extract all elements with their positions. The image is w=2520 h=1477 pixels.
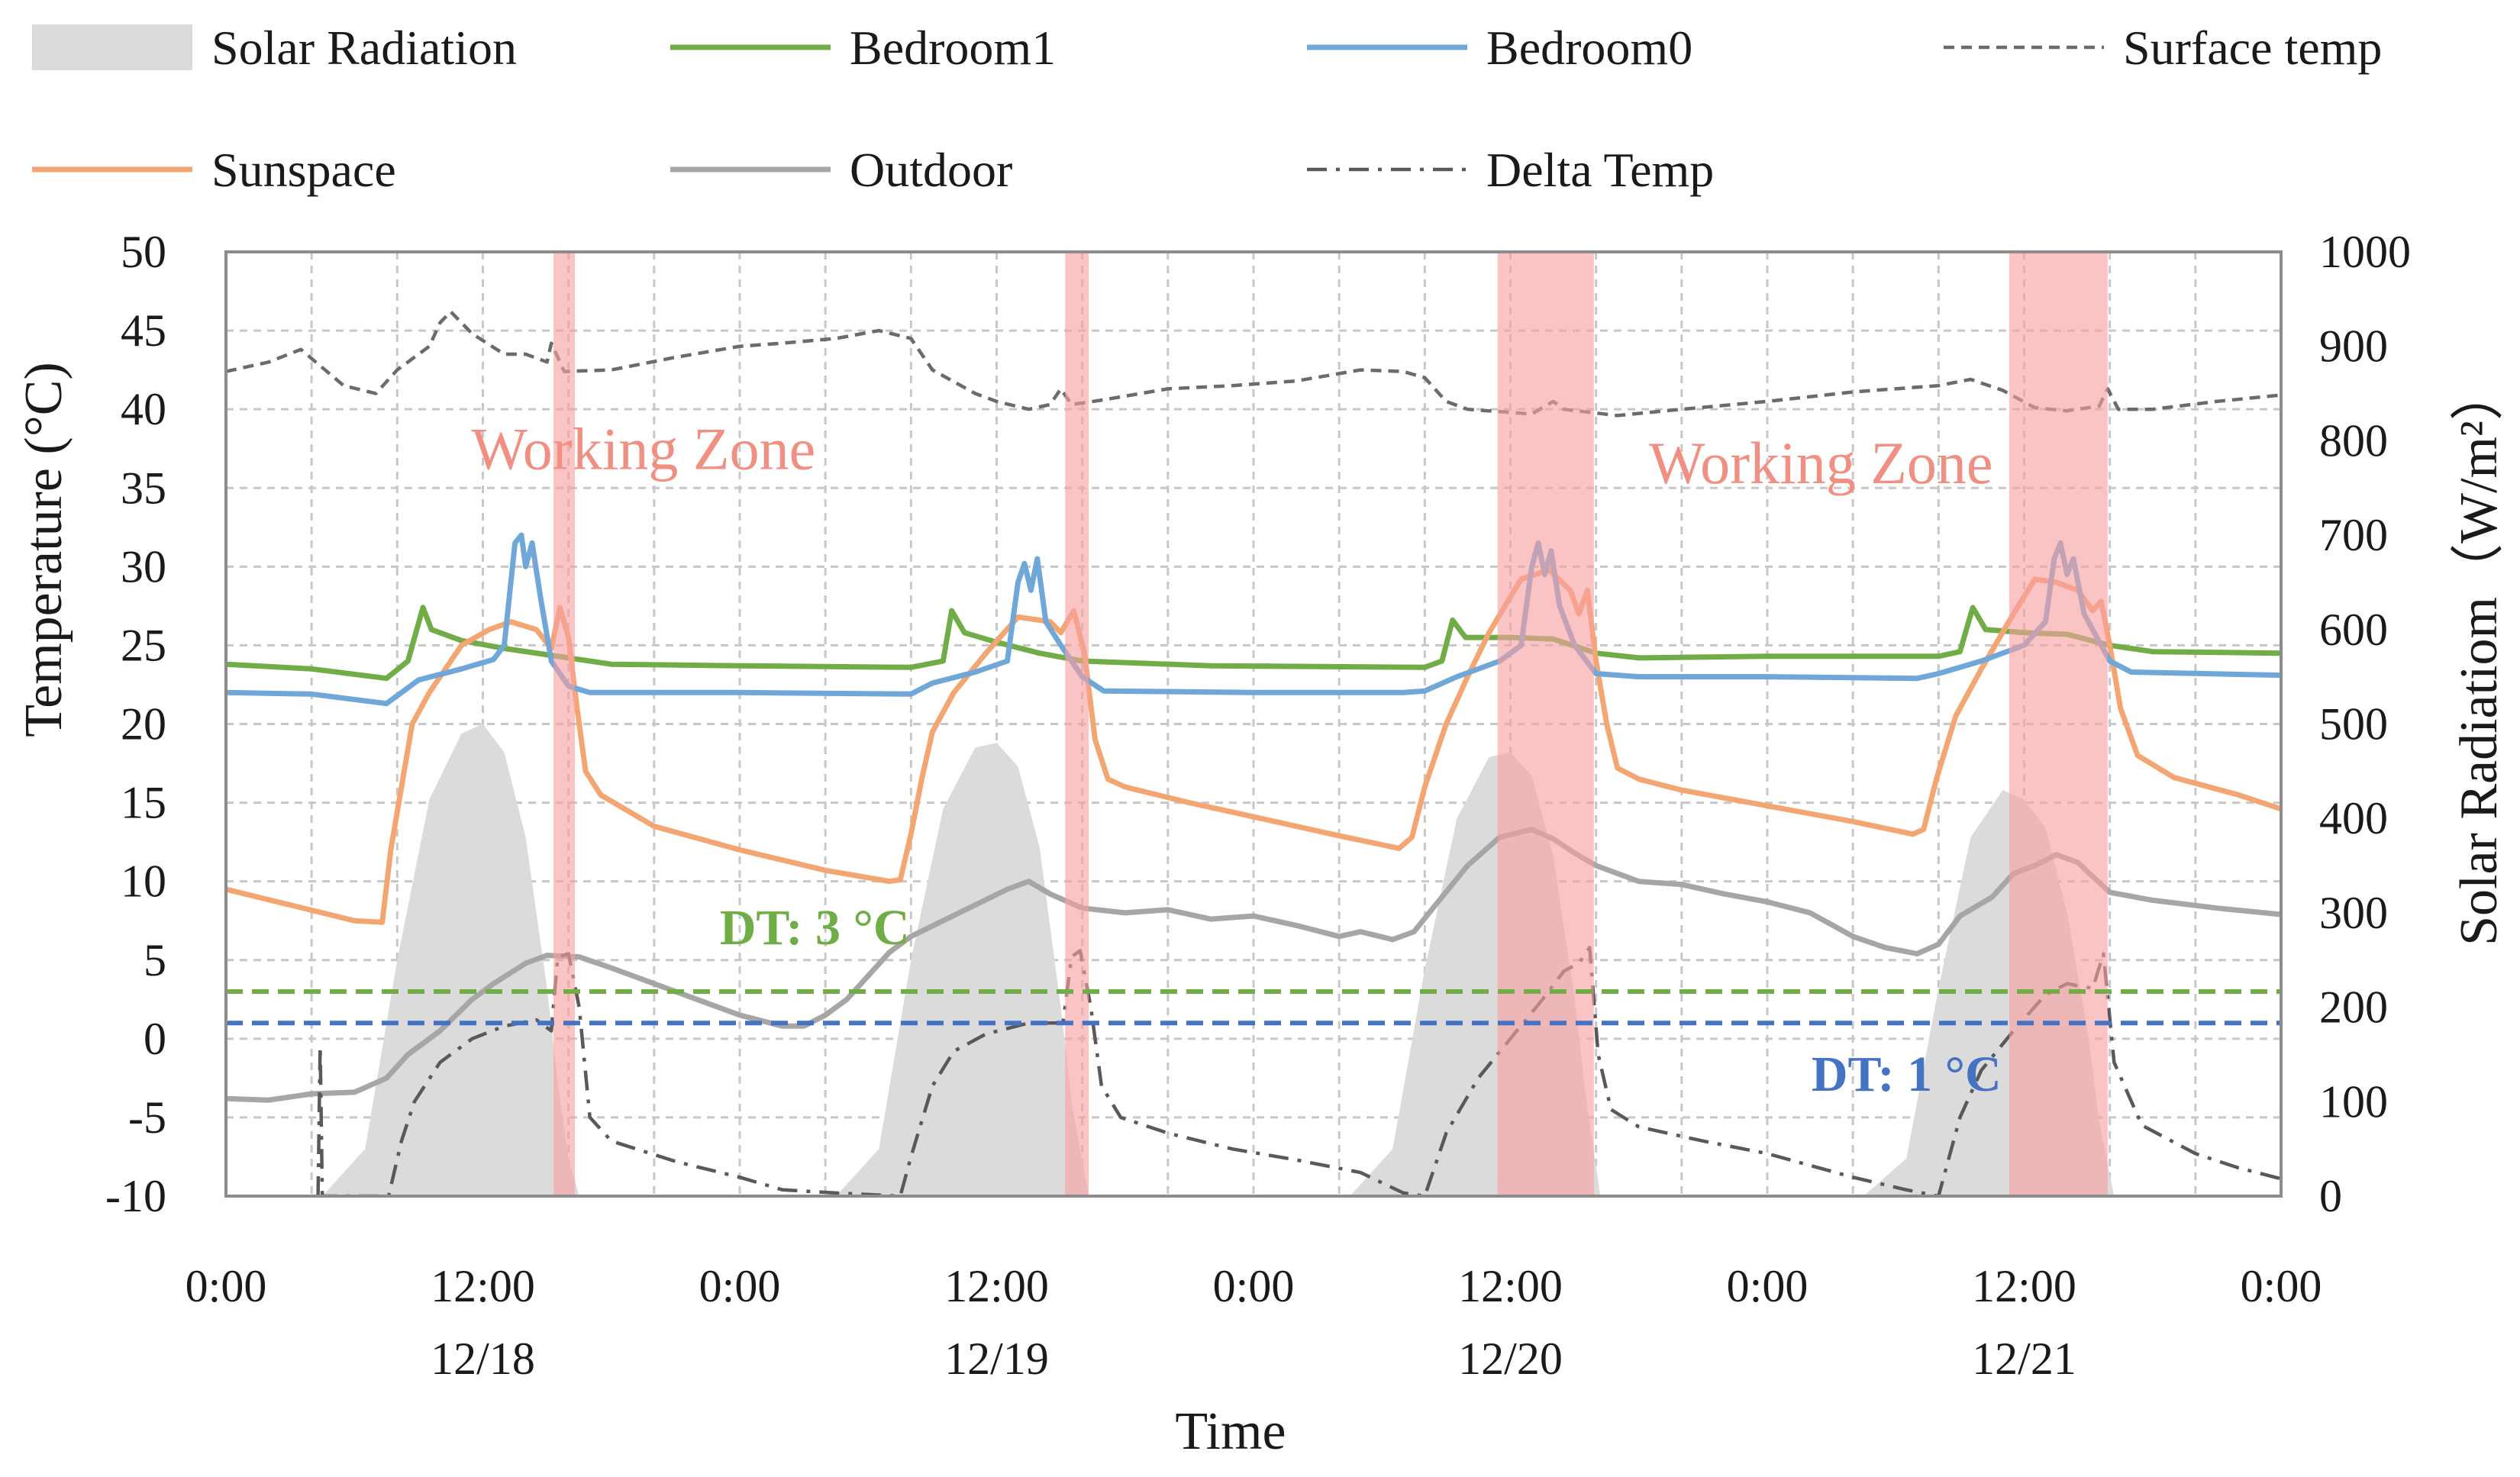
- y-tick-label-right: 400: [2319, 793, 2388, 843]
- y-tick-label-left: 5: [144, 935, 166, 985]
- legend-item: Surface temp: [1944, 21, 2382, 75]
- y-tick-label-left: -10: [105, 1171, 166, 1221]
- working-zone-band: [553, 252, 576, 1196]
- legend-item: Delta Temp: [1307, 143, 1714, 197]
- y-tick-label-left: 0: [144, 1014, 166, 1064]
- y-tick-label-left: 30: [121, 541, 166, 592]
- x-tick-label: 12:00: [431, 1261, 535, 1311]
- y-tick-label-left: 45: [121, 305, 166, 356]
- series-surface-temp-line: [226, 310, 2281, 418]
- y-tick-label-right: 600: [2319, 605, 2388, 655]
- y-axis-title-right: Solar Radiatiom（W/m²）: [2450, 367, 2509, 946]
- y-tick-label-left: 50: [121, 227, 166, 277]
- x-tick-label: 0:00: [186, 1261, 267, 1311]
- legend-item: Solar Radiation: [32, 21, 517, 75]
- y-tick-label-left: 35: [121, 463, 166, 513]
- legend-label: Sunspace: [211, 143, 396, 197]
- y-tick-label-right: 300: [2319, 888, 2388, 938]
- y-tick-label-right: 800: [2319, 415, 2388, 466]
- x-axis-title: Time: [1175, 1402, 1286, 1461]
- working-zone-label: Working Zone: [471, 416, 815, 482]
- working-zone-band: [1497, 252, 1594, 1196]
- x-tick-label: 12:00: [944, 1261, 1049, 1311]
- y-tick-label-right: 100: [2319, 1076, 2388, 1127]
- working-zone-band: [2009, 252, 2108, 1196]
- legend-label: Solar Radiation: [211, 21, 517, 75]
- y-tick-label-left: 20: [121, 699, 166, 750]
- working-zone-band: [1065, 252, 1089, 1196]
- legend-item: Bedroom1: [670, 21, 1056, 75]
- x-tick-date-label: 12/18: [431, 1333, 535, 1384]
- y-tick-label-right: 200: [2319, 982, 2388, 1033]
- x-tick-date-label: 12/21: [1972, 1333, 2076, 1384]
- y-tick-label-left: -5: [128, 1092, 166, 1143]
- y-tick-label-right: 0: [2319, 1171, 2342, 1221]
- legend: Solar Radiation Bedroom1 Bedroom0 Surface t…: [32, 21, 2382, 197]
- legend-item: Outdoor: [670, 143, 1012, 197]
- legend-swatch: [32, 24, 192, 70]
- y-axis-title-left: Temperature (°C): [15, 362, 73, 737]
- y-tick-label-left: 25: [121, 620, 166, 670]
- x-tick-label: 0:00: [1213, 1261, 1295, 1311]
- series-solar-radiation-area: [322, 724, 2115, 1196]
- x-tick-label: 12:00: [1972, 1261, 2076, 1311]
- x-tick-date-label: 12/19: [944, 1333, 1049, 1384]
- plot-frame: [224, 250, 2283, 1198]
- x-tick-label: 12:00: [1458, 1261, 1563, 1311]
- legend-label: Bedroom0: [1486, 21, 1692, 75]
- threshold-label: DT: 3 °C: [720, 900, 910, 956]
- x-tick-label: 0:00: [699, 1261, 781, 1311]
- y-tick-label-left: 10: [121, 856, 166, 907]
- legend-item: Bedroom0: [1307, 21, 1692, 75]
- axes: -10-505101520253035404550010020030040050…: [105, 227, 2411, 1384]
- plot-area: DT: 3 °C DT: 1 °C Working Zone Working Zone: [226, 252, 2281, 1196]
- y-tick-label-left: 40: [121, 384, 166, 434]
- y-tick-label-right: 500: [2319, 699, 2388, 750]
- series-sunspace-line: [226, 567, 2281, 925]
- series-bedroom1-line: [226, 605, 2281, 682]
- y-tick-label-right: 1000: [2319, 227, 2411, 277]
- y-tick-label-right: 700: [2319, 510, 2388, 560]
- x-tick-date-label: 12/20: [1458, 1333, 1563, 1384]
- x-tick-label: 0:00: [1727, 1261, 1809, 1311]
- legend-item: Sunspace: [32, 143, 396, 197]
- threshold-label: DT: 1 °C: [1812, 1046, 2002, 1102]
- y-tick-label-right: 900: [2319, 321, 2388, 372]
- working-zone-label: Working Zone: [1649, 430, 1993, 496]
- legend-label: Bedroom1: [850, 21, 1056, 75]
- legend-label: Outdoor: [850, 143, 1012, 197]
- legend-label: Surface temp: [2123, 21, 2382, 75]
- legend-label: Delta Temp: [1486, 143, 1714, 197]
- y-tick-label-left: 15: [121, 778, 166, 828]
- x-tick-label: 0:00: [2241, 1261, 2322, 1311]
